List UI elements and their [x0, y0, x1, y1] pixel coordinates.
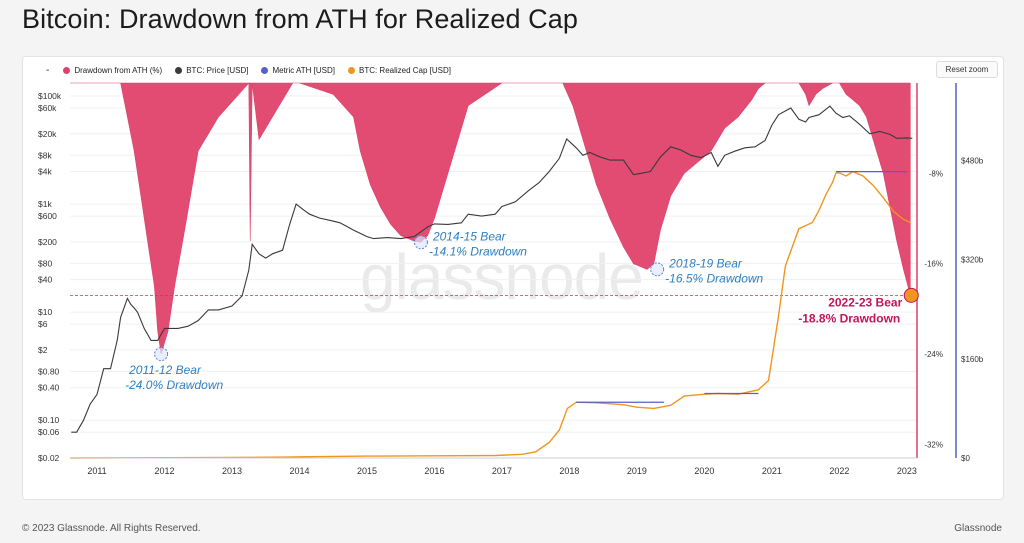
price-tick-label: $0.06 — [38, 427, 60, 437]
x-tick-label: 2021 — [762, 466, 782, 476]
price-tick-label: $60k — [38, 103, 57, 113]
legend-dot-realized-cap — [347, 66, 355, 74]
price-tick-label: $10 — [38, 307, 52, 317]
chart-legend: - Drawdown from ATH (%) BTC: Price [USD]… — [46, 62, 464, 78]
legend-dot-metric-ath — [261, 66, 269, 74]
legend-item-metric-ath[interactable]: Metric ATH [USD] — [261, 66, 335, 75]
realized-cap-tick-label: $320b — [961, 256, 984, 265]
price-line — [71, 105, 913, 433]
annotation-title: 2018-19 Bear — [668, 256, 743, 270]
page-title: Bitcoin: Drawdown from ATH for Realized … — [22, 4, 579, 34]
price-tick-label: $0.10 — [38, 415, 60, 425]
legend-label-price: BTC: Price [USD] — [186, 65, 249, 75]
drawdown-tick-label: -16% — [924, 260, 943, 269]
price-tick-label: $2 — [38, 345, 48, 355]
price-tick-label: $4k — [38, 167, 52, 177]
footer-brand: Glassnode — [954, 523, 1002, 534]
drawdown-tick-label: -8% — [929, 169, 943, 178]
annotation-marker-current — [903, 287, 919, 303]
annotation-subtitle: -14.1% Drawdown — [429, 244, 527, 258]
x-tick-label: 2012 — [154, 466, 174, 476]
drawdown-area — [70, 82, 911, 355]
annotation-marker — [650, 262, 665, 277]
legend-label-drawdown: Drawdown from ATH (%) — [74, 65, 163, 75]
legend-label-realized-cap: BTC: Realized Cap [USD] — [358, 65, 452, 75]
price-tick-label: $6 — [38, 319, 48, 329]
legend-item-realized-cap[interactable]: BTC: Realized Cap [USD] — [347, 65, 452, 75]
price-tick-label: $20k — [38, 129, 57, 139]
price-tick-label: $200 — [38, 237, 57, 247]
price-tick-label: $80 — [38, 258, 52, 268]
realized-cap-tick-label: $160b — [961, 355, 984, 364]
x-tick-label: 2014 — [289, 466, 309, 476]
annotation-subtitle: -18.8% Drawdown — [798, 311, 900, 325]
realized-cap-tick-label: $0 — [961, 454, 970, 463]
annotation-title: 2011-12 Bear — [128, 363, 202, 377]
annotation-subtitle: -16.5% Drawdown — [665, 271, 763, 285]
price-tick-label: $1k — [38, 199, 52, 209]
price-tick-label: $0.80 — [38, 366, 60, 376]
price-tick-label: $100k — [38, 91, 62, 101]
legend-item-drawdown[interactable]: Drawdown from ATH (%) — [63, 66, 162, 75]
price-tick-label: $40 — [38, 275, 52, 285]
annotation-title: 2022-23 Bear — [828, 295, 902, 309]
x-tick-label: 2013 — [222, 466, 242, 476]
drawdown-tick-label: -24% — [924, 350, 943, 359]
x-tick-label: 2018 — [559, 466, 579, 476]
x-tick-label: 2020 — [694, 466, 714, 476]
annotation-title: 2014-15 Bear — [432, 229, 507, 243]
x-tick-label: 2017 — [492, 466, 512, 476]
annotation-subtitle: -24.0% Drawdown — [125, 378, 223, 392]
x-tick-label: 2015 — [357, 466, 377, 476]
legend-item-price[interactable]: BTC: Price [USD] — [175, 66, 248, 75]
annotation-marker — [154, 347, 169, 362]
legend-label-metric-ath: Metric ATH [USD] — [272, 65, 335, 75]
legend-menu-dash[interactable]: - — [46, 64, 50, 76]
price-tick-label: $8k — [38, 150, 52, 160]
legend-dot-drawdown — [63, 66, 71, 74]
x-tick-label: 2023 — [897, 466, 917, 476]
x-tick-label: 2011 — [87, 466, 106, 476]
glassnode-watermark: glassnode — [360, 241, 644, 313]
reset-zoom-button[interactable]: Reset zoom — [936, 61, 998, 78]
x-tick-label: 2022 — [829, 466, 849, 476]
footer-copyright: © 2023 Glassnode. All Rights Reserved. — [22, 523, 201, 534]
legend-dot-price — [175, 66, 183, 74]
drawdown-tick-label: -32% — [924, 440, 943, 449]
annotation-marker — [413, 235, 428, 250]
realized-cap-tick-label: $480b — [961, 156, 984, 165]
price-tick-label: $600 — [38, 211, 57, 221]
price-tick-label: $0.02 — [38, 453, 60, 463]
price-tick-label: $0.40 — [38, 383, 60, 393]
x-tick-label: 2016 — [424, 466, 444, 476]
x-tick-label: 2019 — [627, 466, 647, 476]
